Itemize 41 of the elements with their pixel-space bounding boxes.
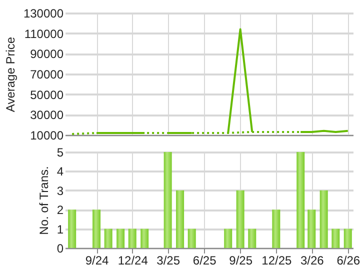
y-tick-label: 90000 <box>30 47 64 62</box>
bar <box>104 228 112 248</box>
y-tick-label: 5 <box>56 146 64 160</box>
y-tick-label: 2 <box>56 203 64 218</box>
bar <box>164 152 172 248</box>
y-tick-label: 0 <box>56 242 64 256</box>
y-tick-label: 3 <box>56 184 64 198</box>
y-tick-label: 130000 <box>23 6 64 20</box>
y-tick-label: 4 <box>56 164 64 179</box>
y-axis-title: Average Price <box>3 36 18 112</box>
bar <box>332 228 340 248</box>
bar <box>308 210 316 248</box>
y-tick-label: 1 <box>56 222 64 236</box>
y-axis-title: No. of Trans. <box>36 166 51 235</box>
bar <box>224 228 232 248</box>
bar <box>296 152 305 248</box>
bar <box>248 228 256 248</box>
bar <box>188 228 196 248</box>
y-tick-label: 70000 <box>30 68 64 82</box>
x-tick-label: 3/25 <box>156 254 180 268</box>
x-tick-label: 12/25 <box>262 254 292 268</box>
bar <box>272 210 280 248</box>
bar <box>344 228 352 248</box>
bar <box>128 228 136 248</box>
bar <box>320 190 328 248</box>
bar <box>236 190 244 248</box>
x-tick-label: 6/26 <box>336 254 360 268</box>
bar <box>68 210 76 248</box>
bar <box>176 190 184 248</box>
y-tick-label: 30000 <box>30 108 64 122</box>
bar <box>92 210 101 248</box>
x-tick-label: 3/26 <box>300 254 324 268</box>
y-tick-label: 10000 <box>30 128 64 142</box>
x-tick-label: 9/25 <box>229 254 253 268</box>
x-tick-label: 9/24 <box>85 254 110 268</box>
x-tick-label: 12/24 <box>118 254 148 268</box>
bar <box>116 228 125 248</box>
y-tick-label: 110000 <box>24 26 64 41</box>
y-tick-label: 50000 <box>30 88 64 102</box>
x-tick-label: 6/25 <box>192 254 217 268</box>
bar <box>140 228 149 248</box>
